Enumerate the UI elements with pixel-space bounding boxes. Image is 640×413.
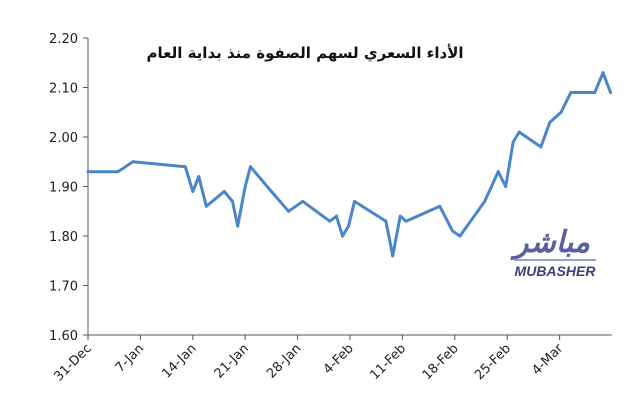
data-point <box>496 170 500 174</box>
data-point <box>601 71 605 75</box>
axes <box>87 38 612 336</box>
mubasher-logo: مباشر MUBASHER <box>510 225 596 279</box>
y-axis-ticks: 1.60 1.70 1.80 1.90 2.00 2.10 2.20 <box>49 32 88 344</box>
x-tick-label: 28-Jan <box>264 341 304 381</box>
data-point <box>404 219 408 223</box>
data-point <box>352 199 356 203</box>
data-point <box>517 130 521 134</box>
data-point <box>559 110 563 114</box>
y-tick-label: 1.70 <box>49 280 78 295</box>
data-point <box>511 140 515 144</box>
data-point <box>131 160 135 164</box>
data-point <box>269 189 273 193</box>
x-tick-label: 18-Feb <box>420 341 462 383</box>
data-point <box>438 204 442 208</box>
data-point <box>504 185 508 188</box>
data-point <box>451 229 455 233</box>
y-tick-label: 1.90 <box>49 181 78 196</box>
x-tick-label: 25-Feb <box>472 341 514 383</box>
x-axis-ticks: 31-Dec 7-Jan 14-Jan 21-Jan 28-Jan 4-Feb 11-Feb… <box>51 335 567 385</box>
x-tick-label: 11-Feb <box>367 341 409 383</box>
data-point <box>609 90 613 94</box>
x-tick-label: 4-Feb <box>321 341 357 377</box>
chart-title: الأداء السعري لسهم الصفوة منذ بداية العا… <box>146 44 463 63</box>
data-point <box>230 199 234 203</box>
data-point <box>483 199 487 203</box>
y-tick-label: 2.20 <box>49 32 78 47</box>
data-point <box>328 219 332 223</box>
data-point <box>391 254 395 258</box>
data-point <box>287 209 291 213</box>
data-point <box>243 185 247 188</box>
data-point <box>236 224 240 228</box>
data-point <box>569 90 573 94</box>
data-point <box>593 90 597 94</box>
data-point <box>384 219 388 223</box>
y-tick-label: 2.00 <box>49 131 78 146</box>
x-tick-label: 21-Jan <box>212 341 252 381</box>
data-point <box>458 234 462 238</box>
chart-title-group: الأداء السعري لسهم الصفوة منذ بداية العا… <box>146 44 463 63</box>
x-tick-label: 14-Jan <box>159 341 199 381</box>
data-point <box>335 214 339 218</box>
data-point <box>183 165 187 169</box>
data-point <box>248 165 252 169</box>
data-point <box>301 199 305 203</box>
x-tick-label: 4-Mar <box>529 341 567 379</box>
data-point <box>347 224 351 228</box>
data-point <box>204 204 208 208</box>
data-point <box>548 120 552 124</box>
logo-underline <box>514 259 596 261</box>
x-tick-label: 7-Jan <box>113 341 147 375</box>
y-tick-label: 1.80 <box>49 230 78 245</box>
logo-latin-text: MUBASHER <box>515 263 597 279</box>
data-point <box>86 170 90 174</box>
data-point <box>116 170 120 174</box>
data-point <box>341 234 345 238</box>
series-layer <box>86 71 613 258</box>
logo-arabic-text: مباشر <box>510 225 590 260</box>
y-tick-label: 1.60 <box>49 329 78 344</box>
data-point <box>539 145 543 149</box>
data-point <box>222 189 226 193</box>
y-tick-label: 2.10 <box>49 82 78 97</box>
x-tick-label: 31-Dec <box>51 341 94 384</box>
data-point <box>191 189 195 193</box>
data-point <box>398 214 402 218</box>
data-point <box>197 175 201 179</box>
